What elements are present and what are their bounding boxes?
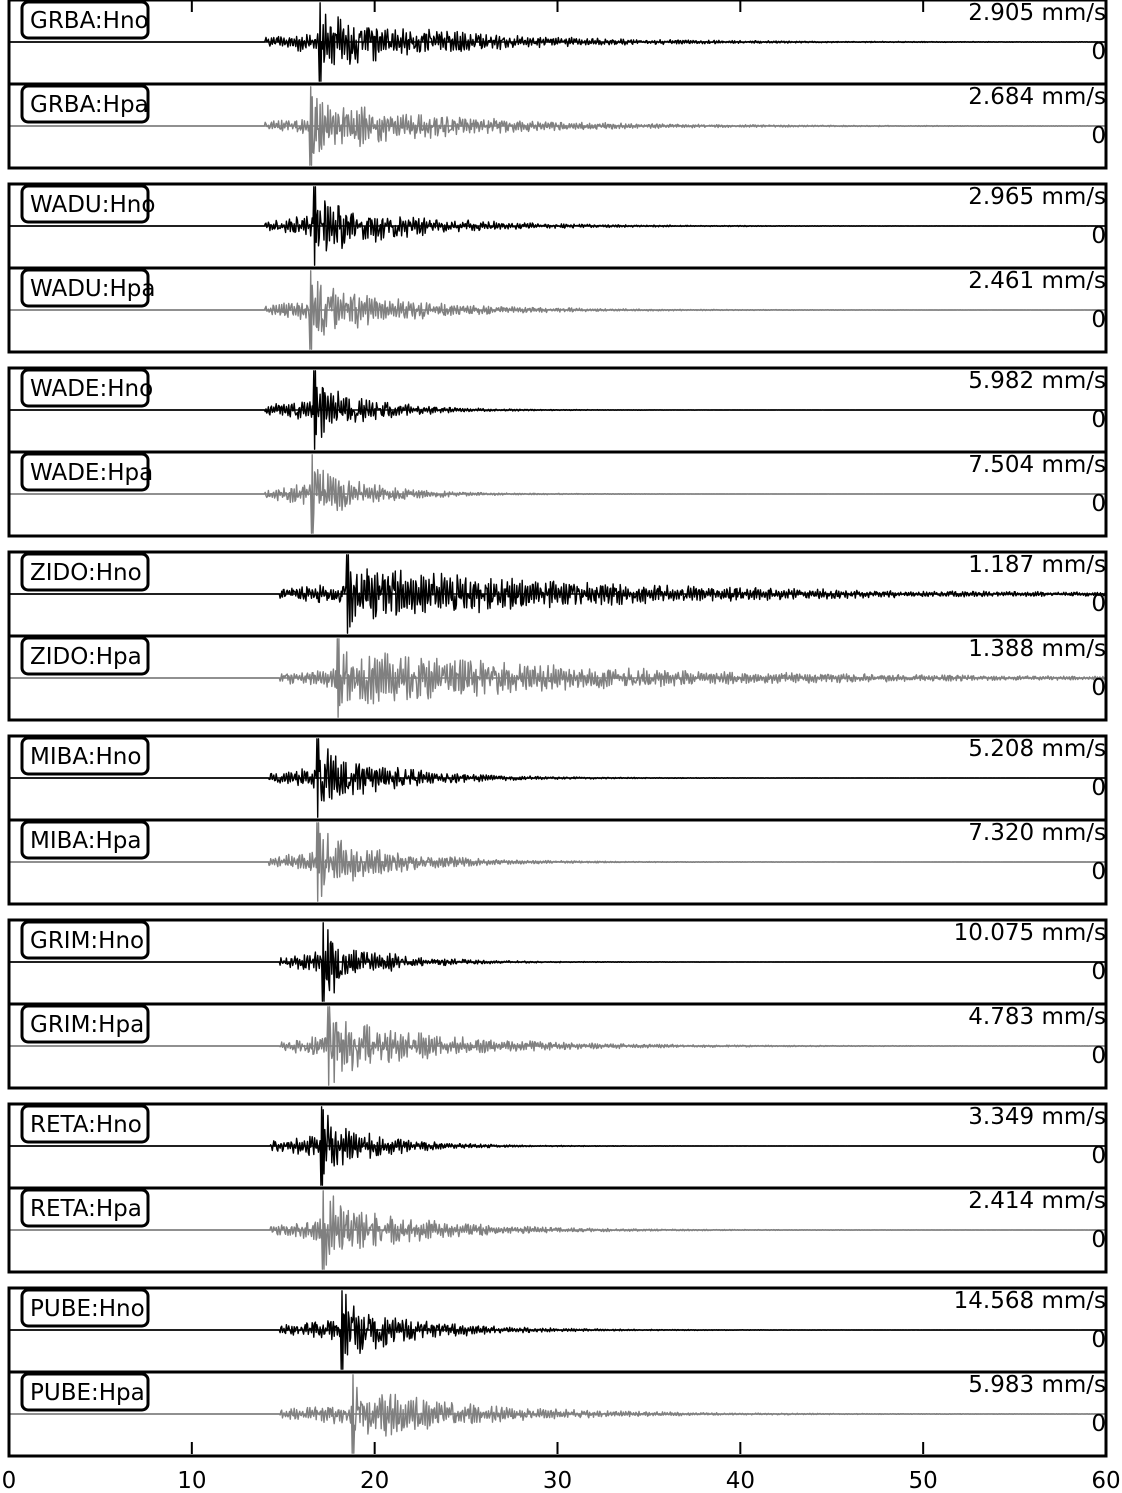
waveform-zido-hno (9, 554, 1107, 634)
station-group-pube: PUBE:Hno 14.568 mm/s 0 PUBE:Hpa 5.983 mm/s 0 (7, 1286, 1108, 1458)
amplitude-grim-hno: 10.075 mm/s (954, 920, 1106, 946)
amplitude-miba-hpa: 7.320 mm/s (968, 820, 1106, 846)
amplitude-grba-hno: 2.905 mm/s (968, 0, 1106, 26)
zero-label-reta-hpa: 0 (1091, 1227, 1106, 1253)
amplitude-wade-hno: 5.982 mm/s (968, 368, 1106, 394)
channel-label-miba-hno: MIBA:Hno (30, 744, 141, 770)
channel-label-pube-hno: PUBE:Hno (30, 1296, 145, 1322)
channel-label-box-wadu-hpa (20, 268, 150, 308)
zero-label-zido-hno: 0 (1091, 591, 1106, 617)
channel-label-box-reta-hpa (20, 1188, 150, 1228)
channel-label-box-miba-hpa (20, 820, 150, 860)
channel-label-box-grba-hpa (20, 84, 150, 124)
channel-label-box-pube-hpa (20, 1372, 150, 1412)
zero-label-grba-hpa: 0 (1091, 123, 1106, 149)
x-tick-label-20: 20 (360, 1468, 389, 1493)
amplitude-zido-hpa: 1.388 mm/s (968, 636, 1106, 662)
channel-label-box-zido-hno (20, 552, 150, 592)
channel-label-reta-hno: RETA:Hno (30, 1112, 142, 1138)
amplitude-wadu-hno: 2.965 mm/s (968, 184, 1106, 210)
channel-label-box-miba-hno (20, 736, 150, 776)
station-group-grim: GRIM:Hno 10.075 mm/s 0 GRIM:Hpa 4.783 mm/s 0 (7, 918, 1108, 1090)
amplitude-wade-hpa: 7.504 mm/s (968, 452, 1106, 478)
zero-label-wade-hno: 0 (1091, 407, 1106, 433)
zero-label-pube-hno: 0 (1091, 1327, 1106, 1353)
channel-label-box-zido-hpa (20, 636, 150, 676)
x-tick-label-0: 0 (2, 1468, 17, 1493)
station-group-miba: MIBA:Hno 5.208 mm/s 0 MIBA:Hpa 7.320 mm/s 0 (7, 734, 1108, 906)
station-group-reta: RETA:Hno 3.349 mm/s 0 RETA:Hpa 2.414 mm/s 0 (7, 1102, 1108, 1274)
zero-label-miba-hpa: 0 (1091, 859, 1106, 885)
amplitude-reta-hno: 3.349 mm/s (968, 1104, 1106, 1130)
amplitude-miba-hno: 5.208 mm/s (968, 736, 1106, 762)
station-group-wade: WADE:Hno 5.982 mm/s 0 WADE:Hpa 7.504 mm/s 0 (7, 366, 1108, 538)
station-group-grba: GRBA:Hno 2.905 mm/s 0 GRBA:Hpa 2.684 mm/s 0 (7, 0, 1108, 170)
zero-label-wade-hpa: 0 (1091, 491, 1106, 517)
waveform-grba-hpa (9, 86, 1107, 166)
waveform-wade-hno (9, 370, 1106, 450)
channel-label-reta-hpa: RETA:Hpa (30, 1196, 142, 1222)
channel-label-grba-hpa: GRBA:Hpa (30, 92, 149, 118)
channel-label-box-grim-hno (20, 920, 150, 960)
channel-label-box-grim-hpa (20, 1004, 150, 1044)
waveform-pube-hpa (9, 1374, 1106, 1454)
x-tick-label-50: 50 (909, 1468, 938, 1493)
channel-label-wadu-hpa: WADU:Hpa (30, 276, 156, 302)
waveform-wadu-hpa (9, 270, 1106, 350)
channel-label-zido-hno: ZIDO:Hno (30, 560, 142, 586)
zero-label-reta-hno: 0 (1091, 1143, 1106, 1169)
channel-label-box-wade-hno (20, 368, 150, 408)
channel-label-grba-hno: GRBA:Hno (30, 8, 149, 34)
waveform-reta-hno (9, 1106, 1106, 1186)
channel-label-box-wade-hpa (20, 452, 150, 492)
zero-label-grim-hno: 0 (1091, 959, 1106, 985)
zero-label-wadu-hno: 0 (1091, 223, 1106, 249)
channel-label-box-grba-hno (20, 0, 150, 40)
amplitude-pube-hpa: 5.983 mm/s (968, 1372, 1106, 1398)
waveform-zido-hpa (9, 638, 1106, 718)
zero-label-miba-hno: 0 (1091, 775, 1106, 801)
x-tick-label-10: 10 (177, 1468, 206, 1493)
waveform-pube-hno (9, 1290, 1106, 1370)
x-tick-label-40: 40 (726, 1468, 755, 1493)
channel-label-zido-hpa: ZIDO:Hpa (30, 644, 142, 670)
amplitude-grim-hpa: 4.783 mm/s (968, 1004, 1106, 1030)
waveform-grim-hpa (9, 1006, 1107, 1086)
waveform-miba-hno (9, 738, 1106, 818)
zero-label-wadu-hpa: 0 (1091, 307, 1106, 333)
station-group-zido: ZIDO:Hno 1.187 mm/s 0 ZIDO:Hpa 1.388 mm/s 0 (7, 550, 1108, 722)
channel-label-pube-hpa: PUBE:Hpa (30, 1380, 145, 1406)
channel-label-grim-hno: GRIM:Hno (30, 928, 144, 954)
amplitude-reta-hpa: 2.414 mm/s (968, 1188, 1106, 1214)
zero-label-pube-hpa: 0 (1091, 1411, 1106, 1437)
channel-label-box-wadu-hno (20, 184, 150, 224)
station-group-wadu: WADU:Hno 2.965 mm/s 0 WADU:Hpa 2.461 mm/s 0 (7, 182, 1108, 354)
channel-label-miba-hpa: MIBA:Hpa (30, 828, 141, 854)
amplitude-pube-hno: 14.568 mm/s (954, 1288, 1106, 1314)
x-tick-label-60: 60 (1091, 1468, 1120, 1493)
amplitude-wadu-hpa: 2.461 mm/s (968, 268, 1106, 294)
amplitude-grba-hpa: 2.684 mm/s (968, 84, 1106, 110)
channel-label-wade-hpa: WADE:Hpa (30, 460, 153, 486)
waveform-grba-hno (9, 2, 1107, 82)
channel-label-wade-hno: WADE:Hno (30, 376, 153, 402)
waveform-grim-hno (9, 922, 1106, 1002)
zero-label-grim-hpa: 0 (1091, 1043, 1106, 1069)
waveform-wade-hpa (9, 454, 1106, 534)
channel-label-box-reta-hno (20, 1104, 150, 1144)
waveform-wadu-hno (9, 186, 1107, 266)
waveform-miba-hpa (9, 822, 1106, 902)
channel-label-box-pube-hno (20, 1288, 150, 1328)
zero-label-grba-hno: 0 (1091, 39, 1106, 65)
channel-label-wadu-hno: WADU:Hno (30, 192, 155, 218)
x-tick-label-30: 30 (543, 1468, 572, 1493)
amplitude-zido-hno: 1.187 mm/s (968, 552, 1106, 578)
waveform-reta-hpa (9, 1190, 1106, 1270)
channel-label-grim-hpa: GRIM:Hpa (30, 1012, 144, 1038)
zero-label-zido-hpa: 0 (1091, 675, 1106, 701)
